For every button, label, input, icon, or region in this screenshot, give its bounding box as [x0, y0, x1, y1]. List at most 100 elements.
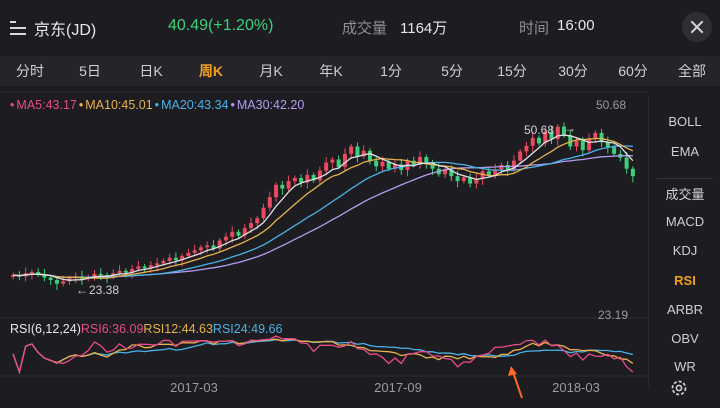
- candle: [292, 178, 297, 182]
- candle: [630, 168, 635, 177]
- candle: [305, 174, 310, 183]
- ma-legend: • MA5:43.17 • MA10:45.01 • MA20:43.34 • MA30:42…: [10, 98, 306, 112]
- indicator-arbr[interactable]: ARBR: [666, 302, 704, 317]
- ma20-value: MA20:43.34: [161, 98, 229, 112]
- candle: [593, 132, 598, 140]
- indicator-ema[interactable]: EMA: [670, 144, 700, 159]
- stock-name: 京东(JD): [34, 22, 97, 39]
- tab-60min[interactable]: 60分: [618, 63, 648, 79]
- ma5-line: [13, 134, 634, 281]
- candle: [418, 156, 423, 166]
- arrow-left-icon: ←: [76, 283, 88, 297]
- candle: [468, 177, 473, 184]
- candle: [286, 181, 291, 189]
- candle: [568, 135, 573, 147]
- tab-weekly-k[interactable]: 周K: [198, 63, 224, 79]
- annotation-arrow: [512, 371, 523, 399]
- indicator-sidebar: BOLL EMA 成交量 MACD KDJ RSI ARBR OBV WR: [648, 96, 720, 386]
- tab-5day[interactable]: 5日: [79, 63, 101, 79]
- tab-30min[interactable]: 30分: [558, 63, 588, 79]
- candle: [280, 184, 285, 189]
- candle: [562, 126, 567, 136]
- volume-value: 1164万: [400, 20, 448, 37]
- candle: [29, 272, 34, 274]
- rsi24-value: RSI24:49.66: [212, 322, 283, 336]
- tab-15min[interactable]: 15分: [497, 63, 527, 79]
- candle: [530, 137, 535, 146]
- candle: [518, 151, 523, 161]
- candle: [367, 150, 372, 161]
- candle: [511, 160, 516, 170]
- candle: [205, 245, 210, 248]
- candle: [117, 270, 122, 274]
- candle: [624, 157, 629, 169]
- tab-all[interactable]: 全部: [678, 63, 706, 79]
- tab-1min[interactable]: 1分: [380, 63, 402, 79]
- candle: [186, 252, 191, 256]
- candle: [330, 159, 335, 163]
- indicator-wr[interactable]: WR: [674, 359, 696, 372]
- candle: [549, 131, 554, 140]
- candle: [61, 281, 66, 284]
- ma30-value: MA30:42.20: [236, 98, 305, 112]
- candle: [236, 231, 241, 236]
- tab-fenshi[interactable]: 分时: [16, 63, 44, 79]
- indicator-boll[interactable]: BOLL: [668, 114, 702, 129]
- candle: [92, 273, 97, 277]
- rsi6-value: RSI6:36.09: [80, 322, 144, 336]
- candle: [161, 260, 166, 264]
- candle: [36, 272, 41, 275]
- tab-daily-k[interactable]: 日K: [139, 63, 163, 79]
- list-icon[interactable]: [10, 19, 28, 37]
- candle: [311, 174, 316, 181]
- candle: [267, 197, 272, 208]
- candle: [555, 126, 560, 140]
- indicator-rsi[interactable]: RSI: [674, 273, 696, 288]
- candle: [336, 159, 341, 167]
- candle: [455, 176, 460, 182]
- indicator-volume[interactable]: 成交量: [665, 187, 705, 202]
- indicator-kdj[interactable]: KDJ: [672, 243, 698, 258]
- candle: [217, 240, 222, 249]
- rsi-name: RSI(6,12,24): [10, 322, 81, 336]
- indicator-macd[interactable]: MACD: [665, 214, 705, 229]
- candle: [361, 150, 366, 157]
- candle: [261, 207, 266, 219]
- candle: [499, 165, 504, 170]
- quote-header: 京东(JD) 40.49(+1.20%) 成交量 1164万 时间 16:00: [0, 0, 720, 54]
- candle: [54, 280, 59, 284]
- candle: [249, 223, 254, 229]
- tab-monthly-k[interactable]: 月K: [259, 63, 283, 79]
- candle: [11, 275, 16, 277]
- candle: [130, 268, 135, 273]
- candle: [255, 218, 260, 224]
- candle: [493, 169, 498, 175]
- candle: [98, 273, 103, 276]
- tab-yearly-k[interactable]: 年K: [319, 63, 343, 79]
- ma10-line: [13, 137, 634, 279]
- axis-min-label: 23.19: [598, 308, 629, 322]
- close-icon[interactable]: [682, 12, 712, 42]
- candle: [580, 140, 585, 151]
- candle: [587, 139, 592, 151]
- stock-selector[interactable]: 京东(JD): [10, 16, 96, 40]
- candle: [605, 142, 610, 148]
- candle: [612, 147, 617, 154]
- candle: [324, 162, 329, 171]
- ma-legend-dot: •: [78, 98, 84, 112]
- candle: [42, 274, 47, 278]
- rsi12-value: RSI12:44.63: [143, 322, 213, 336]
- candle: [136, 266, 141, 269]
- x-date-label: 2017-09: [374, 380, 422, 395]
- candle: [524, 145, 529, 152]
- indicator-obv[interactable]: OBV: [671, 331, 699, 346]
- candle: [574, 140, 579, 147]
- gear-icon[interactable]: [669, 378, 689, 398]
- tab-5min[interactable]: 5分: [441, 63, 463, 79]
- candle: [230, 231, 235, 237]
- ma-legend-dot: •: [154, 98, 160, 112]
- candle: [380, 161, 385, 167]
- candle: [349, 146, 354, 154]
- candle: [386, 161, 391, 169]
